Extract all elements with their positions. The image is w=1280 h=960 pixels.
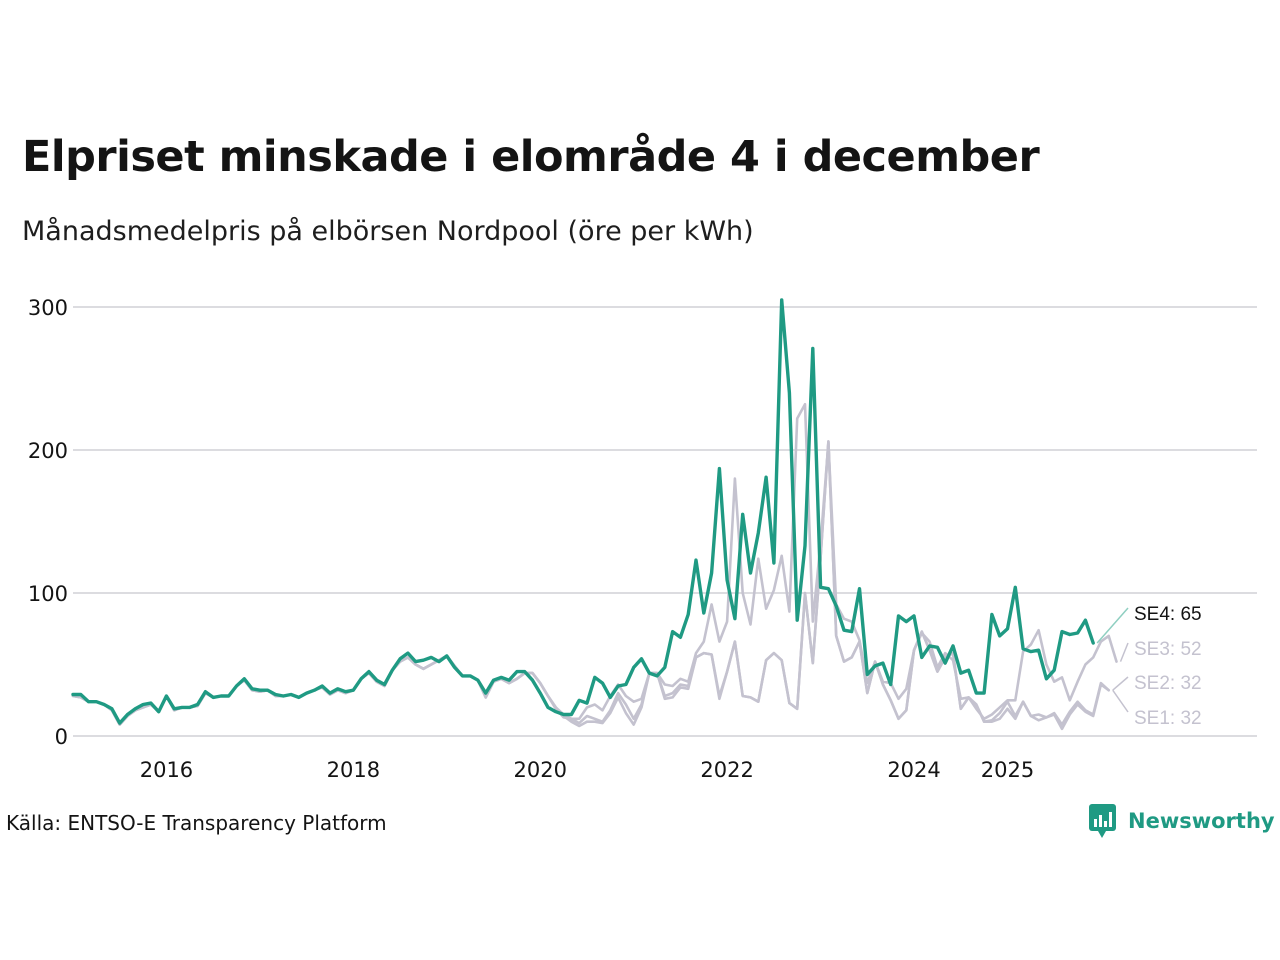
series-line-se4: [71, 298, 1095, 725]
y-tick-label: 300: [28, 296, 68, 320]
leader-line-se2: [1112, 676, 1129, 691]
y-tick-label: 0: [55, 725, 68, 749]
series-lines: [71, 298, 1118, 731]
series-label-se1: SE1: 32: [1134, 708, 1202, 729]
y-axis-ticks: 0 100 200 300: [28, 296, 68, 749]
x-tick-label: 2025: [981, 758, 1034, 782]
source-note: Källa: ENTSO-E Transparency Platform: [6, 811, 387, 835]
newsworthy-logo-icon: [1089, 804, 1116, 838]
x-axis-ticks: 2016 2018 2020 2022 2024 2025: [140, 758, 1034, 782]
series-label-se4: SE4: 65: [1134, 604, 1202, 625]
x-tick-label: 2016: [140, 758, 193, 782]
x-tick-label: 2024: [887, 758, 940, 782]
leader-line-se3: [1119, 642, 1129, 662]
x-tick-label: 2018: [327, 758, 380, 782]
chart-subtitle: Månadsmedelpris på elbörsen Nordpool (ör…: [22, 216, 754, 247]
brand-logo[interactable]: Newsworthy: [1088, 803, 1275, 839]
series-label-se3: SE3: 52: [1134, 639, 1202, 660]
series-end-labels: SE1: 32 SE2: 32 SE3: 52 SE4: 65: [1096, 604, 1202, 729]
chart-title: Elpriset minskade i elområde 4 i decembe…: [22, 132, 1040, 182]
leader-line-se4: [1096, 607, 1129, 644]
leader-line-se1: [1112, 689, 1129, 713]
y-tick-label: 200: [28, 439, 68, 463]
y-tick-label: 100: [28, 582, 68, 606]
series-label-se2: SE2: 32: [1134, 673, 1202, 694]
x-tick-label: 2020: [514, 758, 567, 782]
line-chart: 0 100 200 300 2016 2018 2020 2022 2024 2025 SE1:…: [28, 296, 1257, 782]
brand-name: Newsworthy: [1128, 809, 1275, 833]
gridlines: [73, 306, 1257, 737]
series-line-se2: [71, 440, 1110, 726]
x-tick-label: 2022: [700, 758, 753, 782]
